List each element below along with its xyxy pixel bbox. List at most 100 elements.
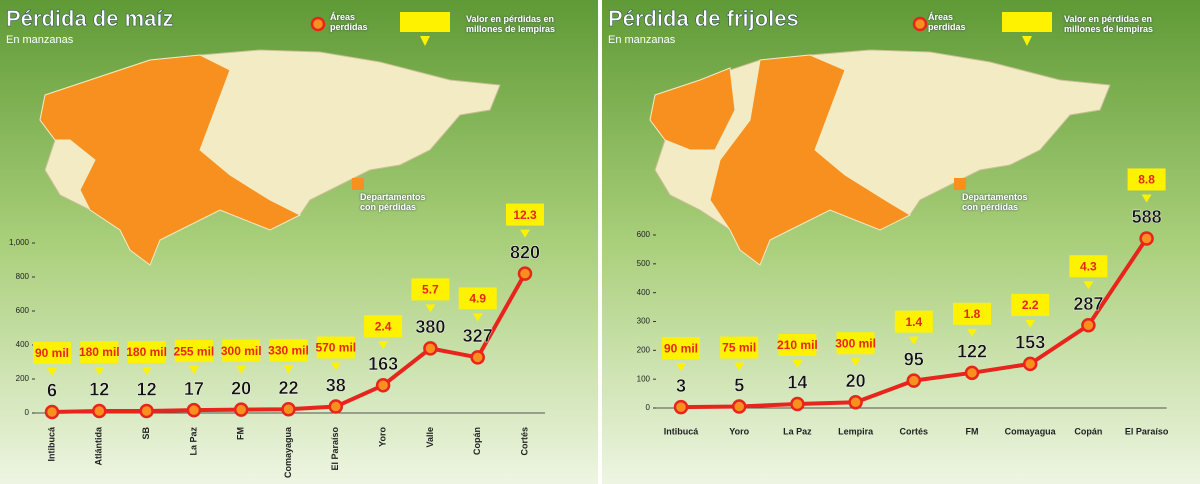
loss-label: 255 mil	[174, 344, 215, 358]
x-tick-label: Valle	[425, 427, 435, 448]
loss-pointer	[94, 366, 105, 375]
x-tick-label: Yoro	[729, 426, 749, 436]
loss-box	[80, 340, 119, 363]
point	[906, 373, 922, 388]
x-tick-label: Intibucá	[46, 426, 56, 461]
point	[281, 402, 296, 417]
x-tick-label: FM	[966, 426, 979, 436]
chart-title: Pérdida de maíz	[6, 6, 174, 31]
loss-pointer	[792, 359, 803, 368]
point	[1139, 231, 1154, 246]
divider	[598, 0, 602, 484]
loss-pointer	[1083, 281, 1094, 290]
loss-box	[506, 203, 544, 226]
loss-box	[1011, 293, 1050, 316]
loss-pointer	[330, 362, 341, 371]
data-label: 17	[184, 379, 204, 399]
loss-box	[894, 310, 933, 333]
loss-box	[1127, 168, 1166, 191]
data-label: 95	[904, 349, 924, 369]
loss-box	[269, 339, 308, 362]
x-tick-label: Atlántida	[94, 426, 104, 465]
x-tick-label: Intibucá	[664, 426, 699, 436]
loss-pointer	[520, 229, 530, 238]
data-label: 22	[278, 378, 298, 398]
loss-label: 210 mil	[777, 338, 818, 352]
loss-pointer	[967, 328, 977, 337]
loss-box	[720, 336, 759, 359]
data-label: 380	[415, 317, 445, 337]
y-tick-label: 800	[16, 272, 30, 281]
data-label: 163	[368, 354, 398, 374]
x-tick-label: Copán	[1074, 426, 1102, 436]
x-tick-label: Cortés	[900, 426, 929, 436]
map-legend-swatch	[352, 178, 364, 190]
legend-label: Áreas perdidas	[928, 12, 966, 32]
data-label: 820	[510, 242, 540, 262]
loss-label: 300 mil	[835, 336, 876, 350]
map-legend-label: Departamentos con pérdidas	[962, 192, 1028, 212]
loss-pointer	[1141, 194, 1152, 203]
loss-pointer	[1025, 319, 1036, 328]
data-label: 14	[787, 373, 807, 393]
loss-label: 2.2	[1022, 298, 1039, 312]
x-tick-label: Comayagua	[283, 426, 293, 478]
x-tick-label: El Paraíso	[1125, 426, 1169, 436]
loss-pointer	[734, 362, 745, 371]
loss-label: 75 mil	[722, 341, 756, 355]
point	[44, 404, 60, 420]
legend-label: Áreas perdidas	[330, 12, 368, 32]
loss-label: 1.8	[964, 307, 981, 321]
loss-label: 1.4	[905, 315, 922, 329]
data-label: 5	[734, 375, 744, 395]
loss-pointer	[472, 313, 483, 322]
data-label: 122	[957, 342, 987, 362]
x-tick-label: El Paraíso	[330, 427, 340, 471]
loss-pointer	[47, 367, 57, 376]
chart-subtitle: En manzanas	[6, 34, 74, 46]
point	[186, 402, 202, 418]
x-tick-label: SB	[141, 427, 151, 440]
point	[139, 403, 154, 419]
loss-pointer	[283, 365, 294, 374]
loss-pointer	[188, 366, 199, 375]
data-label: 20	[231, 378, 251, 398]
y-tick-label: 0	[25, 408, 30, 417]
data-label: 12	[137, 380, 157, 400]
loss-label: 12.3	[513, 208, 537, 222]
loss-label: 180 mil	[126, 345, 167, 359]
loss-pointer	[425, 304, 436, 313]
loss-pointer	[850, 358, 861, 367]
y-tick-label: 300	[637, 317, 651, 326]
data-label: 12	[89, 380, 109, 400]
loss-box	[127, 340, 166, 363]
point	[790, 396, 805, 412]
point	[964, 365, 980, 381]
loss-box	[1069, 255, 1108, 278]
point	[423, 341, 438, 356]
loss-box	[174, 340, 213, 363]
point	[328, 399, 344, 414]
loss-label: 5.7	[422, 283, 439, 297]
point	[848, 394, 863, 410]
y-tick-label: 200	[637, 345, 651, 354]
y-tick-label: 500	[637, 259, 651, 268]
data-label: 38	[326, 375, 346, 395]
loss-label: 8.8	[1138, 173, 1155, 187]
legend-swatch	[1002, 12, 1052, 32]
loss-label: 4.9	[469, 292, 486, 306]
data-label: 588	[1132, 207, 1162, 227]
loss-box	[778, 333, 817, 356]
y-tick-label: 1,000	[9, 238, 30, 247]
x-tick-label: Yoro	[377, 427, 387, 447]
map-departments	[39, 54, 302, 266]
loss-label: 4.3	[1080, 259, 1097, 273]
y-tick-label: 600	[637, 230, 651, 239]
x-tick-label: Copán	[472, 427, 482, 455]
loss-label: 90 mil	[35, 346, 69, 360]
loss-pointer	[908, 336, 919, 345]
point	[470, 350, 485, 365]
loss-pointer	[141, 366, 152, 375]
loss-box	[836, 332, 875, 355]
x-tick-label: La Paz	[188, 427, 198, 456]
